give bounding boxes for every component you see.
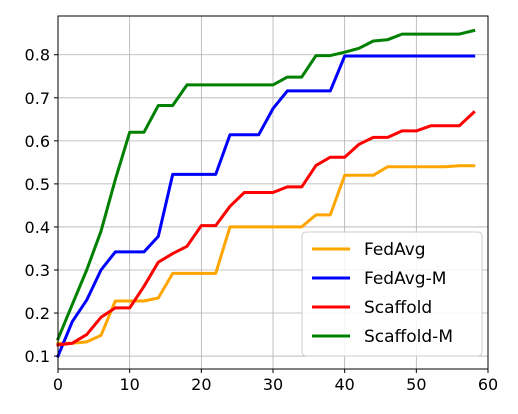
x-tick-label: 30 [263,375,283,394]
series-line-fedavg [56,164,476,345]
legend-label-scaffold-m: Scaffold-M [364,327,453,347]
legend: FedAvg FedAvg-M Scaffold Scaffold-M [301,231,483,357]
x-tick-label: 60 [478,375,498,394]
series-line-scaffold [56,110,476,347]
y-tick-label: 0.6 [25,132,50,151]
x-tick-label: 20 [191,375,211,394]
grid-lines [57,16,489,369]
series-lines [56,28,476,359]
y-tick-label: 0.5 [25,175,50,194]
y-tick-label: 0.7 [25,89,50,108]
y-tick-label: 0.2 [25,304,50,323]
y-tick-label: 0.4 [25,218,50,237]
series-line-fedavg-m [56,54,476,359]
legend-label-fedavg: FedAvg [364,240,426,260]
series-line-scaffold-m [56,28,476,341]
legend-label-fedavg-m: FedAvg-M [364,269,446,289]
y-tick-label: 0.8 [25,46,50,65]
x-tick-label: 50 [406,375,426,394]
legend-box [301,231,483,357]
x-tick-label: 40 [334,375,354,394]
x-tick-label: 10 [119,375,139,394]
legend-label-scaffold: Scaffold [364,298,432,318]
axis-ticks: 0 10 20 30 40 50 60 0.1 0.2 0.3 0.4 0.5 0.6 0.7 0.8 [25,46,499,394]
x-tick-label: 0 [53,375,63,394]
y-tick-label: 0.3 [25,261,50,280]
y-tick-label: 0.1 [25,347,50,366]
